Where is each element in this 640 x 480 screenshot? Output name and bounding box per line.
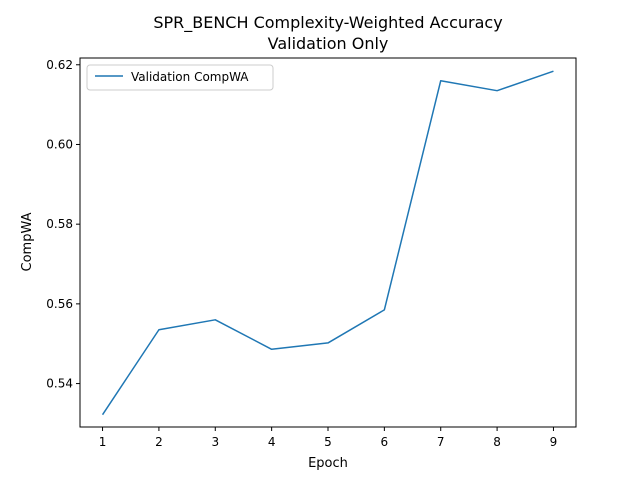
legend: Validation CompWA xyxy=(86,64,274,91)
y-tick-label: 0.60 xyxy=(46,137,73,151)
x-tick-label: 6 xyxy=(381,435,389,449)
y-tick-label: 0.58 xyxy=(46,217,73,231)
x-tick-label: 7 xyxy=(437,435,445,449)
y-tick-label: 0.54 xyxy=(46,377,73,391)
y-axis-label: CompWA xyxy=(20,212,35,271)
x-tick-label: 4 xyxy=(268,435,276,449)
x-axis: 1 2 3 4 5 6 7 8 9 xyxy=(99,427,558,449)
series-layer xyxy=(101,70,554,416)
y-tick-label: 0.62 xyxy=(46,58,73,72)
x-tick-label: 2 xyxy=(155,435,163,449)
x-tick-label: 1 xyxy=(99,435,107,449)
plot-area xyxy=(79,57,577,428)
x-axis-label: Epoch xyxy=(308,456,348,471)
legend-label: Validation CompWA xyxy=(131,70,249,84)
x-tick-label: 5 xyxy=(324,435,332,449)
x-tick-label: 9 xyxy=(550,435,558,449)
y-axis: 0.54 0.56 0.58 0.60 0.62 xyxy=(46,58,80,391)
y-tick-label: 0.56 xyxy=(46,297,73,311)
chart-title-line2: Validation Only xyxy=(268,34,389,53)
legend-box xyxy=(86,64,274,91)
x-tick-label: 8 xyxy=(493,435,501,449)
series-line xyxy=(101,70,554,416)
chart-title-line1: SPR_BENCH Complexity-Weighted Accuracy xyxy=(153,13,502,33)
x-tick-label: 3 xyxy=(211,435,219,449)
